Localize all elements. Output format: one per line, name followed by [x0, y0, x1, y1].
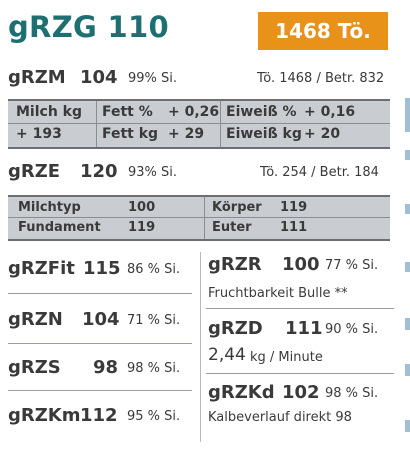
milk-kg-value: + 193	[16, 126, 62, 142]
edge-strip	[405, 262, 410, 272]
grzfit-security: 86 % Si.	[127, 262, 181, 277]
grzm-security: 99% Si.	[128, 71, 178, 86]
fundament-value: 119	[128, 220, 156, 235]
grzs-security: 98 % Si.	[127, 361, 181, 376]
milk-kg-label: Milch kg	[16, 104, 83, 120]
grzr-sub: Fruchtbarkeit Bulle **	[208, 286, 348, 301]
koerper-value: 119	[280, 200, 308, 215]
grzn-security: 71 % Si.	[127, 313, 181, 328]
grzd-speed-value: 2,44	[208, 345, 246, 365]
grzm-value: 104	[80, 67, 118, 88]
protein-pct-value: + 0,16	[304, 104, 356, 120]
edge-strip	[405, 420, 410, 432]
grzd-speed-unit: kg / Minute	[250, 350, 323, 365]
euter-label: Euter	[212, 220, 252, 235]
grze-name: gRZE	[8, 161, 61, 182]
exterior-table: Milchtyp 100 Körper 119 Fundament 119 Eu…	[8, 195, 390, 241]
page-title: gRZG 110	[8, 10, 169, 44]
milk-table: Milch kg Fett % + 0,26 Eiweiß % + 0,16 +…	[8, 99, 390, 149]
grze-security: 93% Si.	[128, 165, 178, 180]
grze-value: 120	[80, 161, 118, 182]
grzr-value: 100	[282, 254, 320, 275]
grzs-name: gRZS	[8, 357, 61, 378]
edge-strip	[405, 150, 410, 160]
grzkm-value: 112	[80, 405, 118, 426]
grzkd-value: 102	[282, 382, 320, 403]
fat-pct-label: Fett %	[102, 104, 153, 120]
grze-info: Tö. 254 / Betr. 184	[260, 165, 379, 180]
grzfit-value: 115	[83, 258, 121, 279]
edge-strip	[405, 318, 410, 330]
protein-kg-label: Eiweiß kg	[226, 126, 302, 142]
koerper-label: Körper	[212, 200, 262, 215]
grzm-name: gRZM	[8, 67, 66, 88]
fat-pct-value: + 0,26	[168, 104, 220, 120]
grzkd-sub: Kalbeverlauf direkt 98	[208, 410, 352, 425]
edge-strip	[405, 364, 410, 376]
daughters-badge: 1468 Tö.	[258, 12, 388, 50]
edge-strip	[405, 98, 410, 132]
fundament-label: Fundament	[18, 220, 101, 235]
edge-strip	[405, 204, 410, 214]
euter-value: 111	[280, 220, 308, 235]
grzfit-name: gRZFit	[8, 258, 75, 279]
milchtyp-label: Milchtyp	[18, 200, 81, 215]
grzr-security: 77 % Si.	[325, 258, 379, 273]
protein-kg-value: + 20	[304, 126, 341, 142]
milchtyp-value: 100	[128, 200, 156, 215]
grzkd-name: gRZKd	[208, 382, 275, 403]
grzm-info: Tö. 1468 / Betr. 832	[257, 71, 385, 86]
grzkd-security: 98 % Si.	[325, 386, 379, 401]
grzd-value: 111	[285, 318, 323, 339]
grzd-security: 90 % Si.	[325, 322, 379, 337]
fat-kg-value: + 29	[168, 126, 205, 142]
grzn-name: gRZN	[8, 309, 63, 330]
grzs-value: 98	[93, 357, 119, 378]
grzkm-security: 95 % Si.	[127, 409, 181, 424]
grzkm-name: gRZKm	[8, 405, 81, 426]
grzn-value: 104	[82, 309, 120, 330]
grzd-name: gRZD	[208, 318, 263, 339]
fat-kg-label: Fett kg	[102, 126, 159, 142]
grzr-name: gRZR	[208, 254, 262, 275]
protein-pct-label: Eiweiß %	[226, 104, 297, 120]
